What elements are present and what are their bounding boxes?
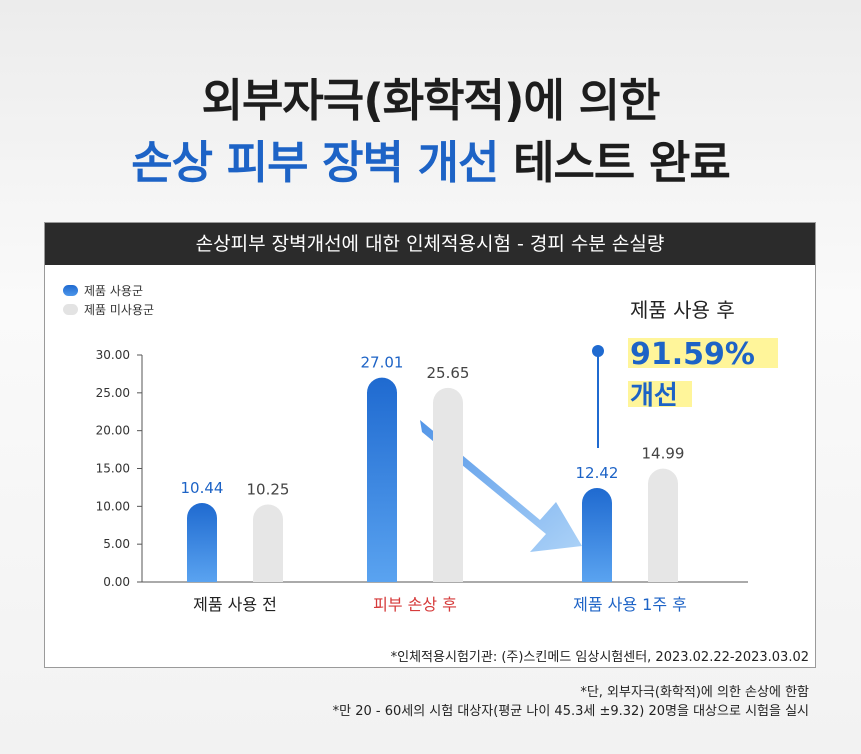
data-label: 10.44 [181, 479, 224, 497]
data-label: 10.25 [247, 480, 290, 498]
y-tick-label: 0.00 [103, 575, 130, 589]
y-tick-label: 10.00 [96, 499, 130, 513]
legend: 제품 사용군 제품 미사용군 [63, 281, 154, 319]
data-label: 25.65 [427, 364, 470, 382]
category-label: 피부 손상 후 [373, 595, 457, 614]
data-label: 14.99 [642, 445, 685, 463]
legend-label-product: 제품 사용군 [84, 284, 144, 298]
bar [582, 488, 612, 582]
bar [433, 387, 463, 582]
headline-line2: 손상 피부 장벽 개선 테스트 완료 [0, 126, 861, 191]
bar [253, 504, 283, 582]
bar [648, 468, 678, 582]
footnote-2: *만 20 - 60세의 시험 대상자(평균 나이 45.3세 ±9.32) 2… [332, 704, 809, 719]
headline-rest: 테스트 완료 [498, 136, 731, 189]
footnote-1: *단, 외부자극(화학적)에 의한 손상에 한함 [580, 685, 809, 700]
callout-label: 제품 사용 후 [630, 298, 735, 322]
y-tick-label: 25.00 [96, 386, 130, 400]
bar [187, 503, 217, 582]
trend-arrow [420, 420, 582, 552]
category-label: 제품 사용 1주 후 [573, 595, 687, 614]
legend-label-control: 제품 미사용군 [84, 303, 155, 317]
legend-item-control: 제품 미사용군 [63, 300, 154, 319]
y-tick-label: 5.00 [103, 537, 130, 551]
data-label: 27.01 [361, 354, 404, 372]
callout-highlight [628, 338, 778, 368]
legend-swatch-gray [63, 304, 78, 315]
data-label: 12.42 [576, 464, 619, 482]
y-tick-label: 20.00 [96, 424, 130, 438]
legend-item-product: 제품 사용군 [63, 281, 154, 300]
y-tick-label: 15.00 [96, 462, 130, 476]
legend-swatch-blue [63, 285, 78, 296]
callout-dot [592, 345, 604, 357]
bar [367, 377, 397, 582]
source-note: *인체적용시험기관: (주)스킨메드 임상시험센터, 2023.02.22-20… [390, 650, 809, 665]
callout-value: 91.59% [630, 337, 755, 372]
chart-title: 손상피부 장벽개선에 대한 인체적용시험 - 경피 수분 손실량 [45, 223, 815, 265]
callout-highlight [628, 381, 692, 407]
category-label: 제품 사용 전 [193, 595, 277, 614]
headline-highlight: 손상 피부 장벽 개선 [131, 136, 499, 189]
chart-card: 손상피부 장벽개선에 대한 인체적용시험 - 경피 수분 손실량 제품 사용군 … [44, 222, 816, 668]
headline-line1: 외부자극(화학적)에 의한 [201, 74, 661, 127]
y-tick-label: 30.00 [96, 348, 130, 362]
callout-improve: 개선 [630, 381, 678, 411]
